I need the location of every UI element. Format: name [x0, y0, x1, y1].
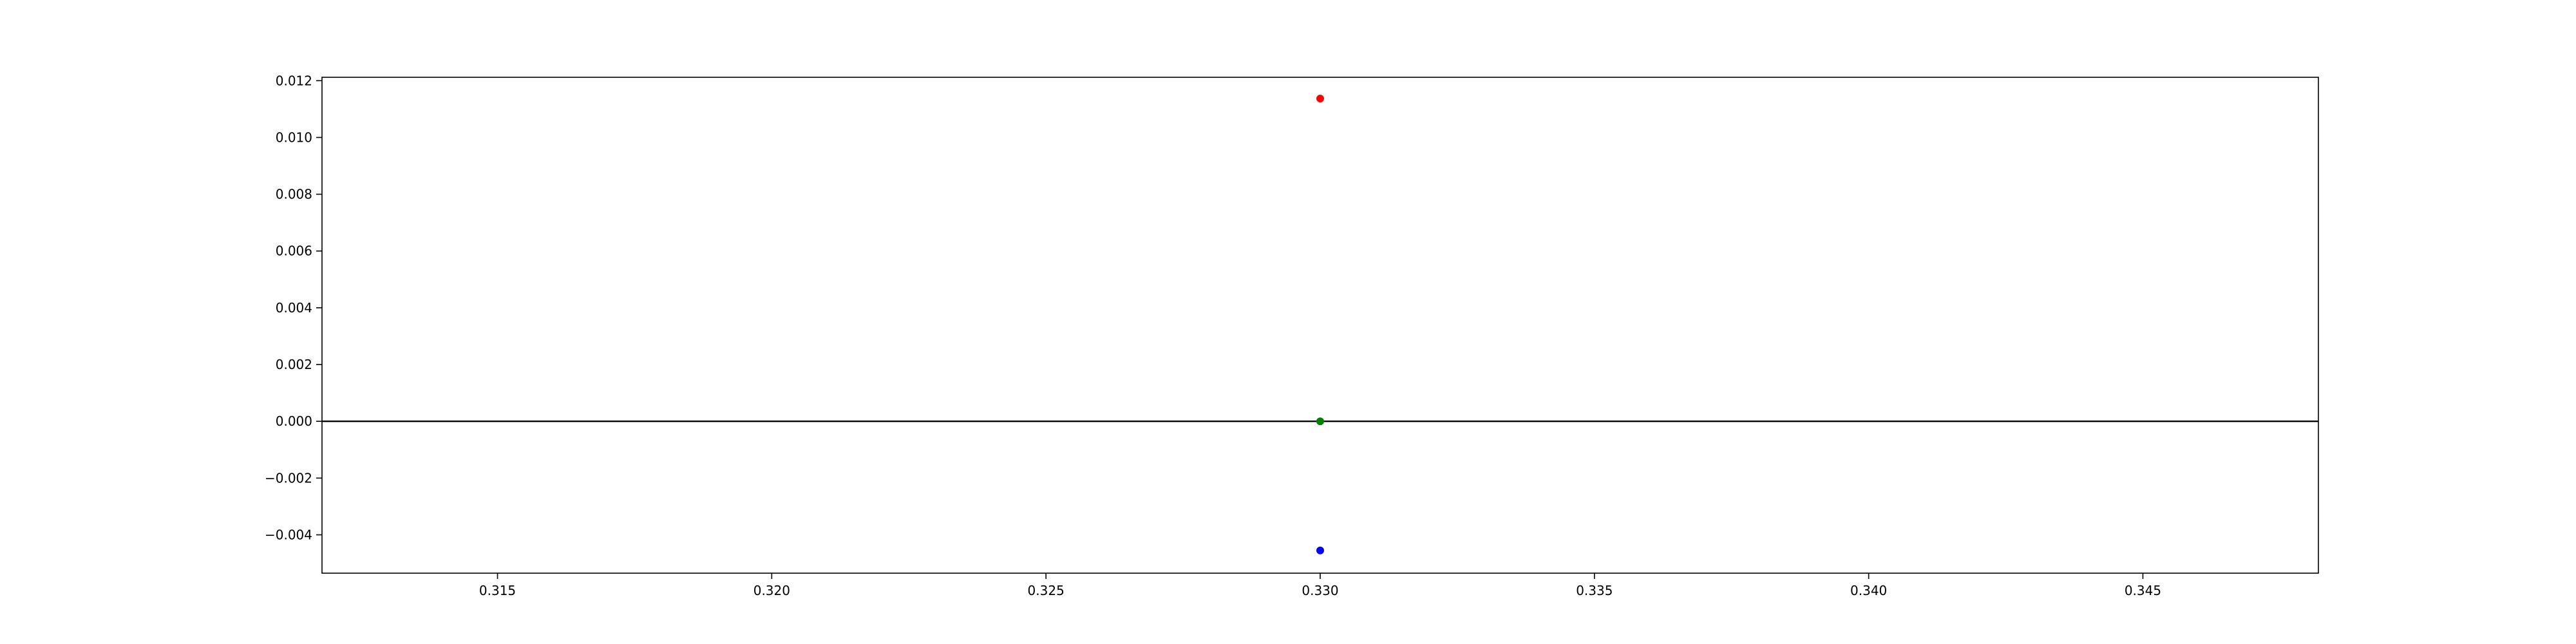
x-tick-label: 0.340 [1850, 583, 1887, 598]
x-tick-label: 0.330 [1302, 583, 1338, 598]
y-tick-label: 0.000 [276, 413, 312, 429]
y-tick-label: 0.012 [276, 73, 312, 88]
x-tick-label: 0.335 [1576, 583, 1613, 598]
x-tick-label: 0.315 [479, 583, 516, 598]
y-tick-label: −0.002 [265, 470, 312, 486]
y-tick-label: 0.008 [276, 187, 312, 202]
y-tick-label: 0.004 [276, 300, 312, 316]
x-tick-label: 0.325 [1028, 583, 1065, 598]
y-tick-label: 0.006 [276, 243, 312, 259]
scatter-point [1316, 95, 1324, 103]
scatter-point [1316, 546, 1324, 554]
x-tick-label: 0.345 [2125, 583, 2161, 598]
points-layer [1316, 95, 1324, 554]
ticks-layer: 0.315 0.320 0.325 0.330 0.335 0.340 0.345 −0.00… [265, 73, 2161, 598]
y-tick-label: −0.004 [265, 527, 312, 542]
y-tick-label: 0.010 [276, 129, 312, 145]
y-tick-label: 0.002 [276, 357, 312, 372]
x-tick-label: 0.320 [753, 583, 790, 598]
scatter-point [1316, 417, 1324, 426]
axes-frame [321, 77, 2319, 574]
